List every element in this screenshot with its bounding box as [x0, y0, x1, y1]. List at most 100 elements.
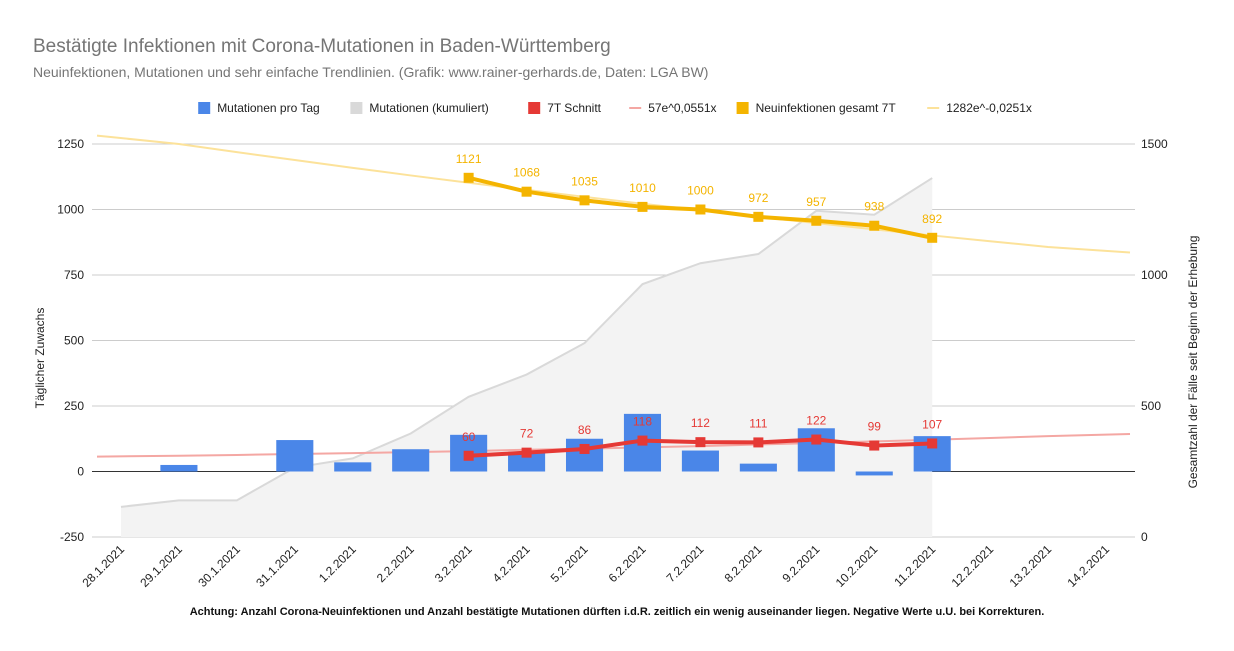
legend-swatch [198, 102, 211, 114]
y-left-tick-label: 0 [77, 465, 84, 479]
x-tick-label: 8.2.2021 [722, 542, 765, 585]
series-line-neuinfektionen-gesamt-7t-data-label: 1121 [456, 152, 482, 166]
series-line-neuinfektionen-gesamt-7t-data-label: 1035 [571, 174, 598, 188]
legend-swatch [528, 102, 541, 114]
x-tick-label: 31.1.2021 [253, 542, 301, 590]
series-line-neuinfektionen-gesamt-7t-point [695, 204, 706, 215]
series-line-neuinfektionen-gesamt-7t-point [811, 215, 822, 226]
legend-label: 1282e^-0,0251x [946, 101, 1032, 115]
bar-31.1.2021 [276, 440, 314, 472]
series-line-7t-schnitt-data-label: 122 [806, 414, 826, 428]
x-tick-label: 7.2.2021 [664, 542, 707, 585]
y-left-axis-title: Täglicher Zuwachs [33, 308, 47, 409]
legend-item-57e-0-0551x[interactable]: 57e^0,0551x [629, 101, 717, 115]
series-line-neuinfektionen-gesamt-7t-data-label: 1000 [687, 184, 714, 198]
x-tick-label: 4.2.2021 [490, 542, 533, 585]
legend-item-mutationen-kumuliert[interactable]: Mutationen (kumuliert) [350, 101, 489, 115]
x-tick-label: 1.2.2021 [316, 542, 359, 585]
series-line-neuinfektionen-gesamt-7t-point [927, 232, 938, 243]
series-line-7t-schnitt-data-label: 60 [462, 430, 476, 444]
y-left-tick-label: 1250 [57, 137, 84, 151]
bar-layer [160, 413, 951, 476]
series-line-7t-schnitt-data-label: 112 [691, 416, 710, 430]
bar-2.2.2021 [392, 449, 430, 472]
y-right-axis-title: Gesamtzahl der Fälle seit Beginn der Erh… [1186, 236, 1200, 489]
series-line-7t-schnitt-point [637, 435, 648, 446]
series-line-neuinfektionen-gesamt-7t-data-label: 1010 [629, 181, 656, 195]
x-tick-label: 29.1.2021 [137, 542, 185, 590]
series-line-neuinfektionen-gesamt-7t-data-label: 957 [806, 195, 826, 209]
series-line-neuinfektionen-gesamt-7t-point [753, 211, 764, 222]
x-tick-label: 10.2.2021 [833, 542, 881, 590]
x-tick-label: 2.2.2021 [374, 542, 417, 585]
footnote: Achtung: Anzahl Corona-Neuinfektionen un… [190, 606, 1045, 618]
x-tick-label: 9.2.2021 [779, 542, 822, 585]
series-line-neuinfektionen-gesamt-7t-point [463, 172, 474, 183]
x-tick-label: 30.1.2021 [195, 542, 243, 590]
series-line-7t-schnitt-point [579, 443, 590, 454]
series-line-neuinfektionen-gesamt-7t-data-label: 938 [864, 200, 884, 214]
series-line-7t-schnitt-point [463, 450, 474, 461]
bar-4.2.2021 [508, 451, 546, 472]
y-right-tick-label: 1500 [1141, 137, 1168, 151]
area-layer [120, 177, 933, 537]
series-line-7t-schnitt-data-label: 99 [868, 420, 882, 434]
series-line-7t-schnitt-data-label: 107 [922, 417, 942, 431]
bar-29.1.2021 [160, 464, 198, 472]
legend-label: Mutationen pro Tag [217, 101, 320, 115]
bar-1.2.2021 [334, 462, 372, 472]
series-area-mutationen-kumuliert-fill [120, 178, 933, 537]
y-left-tick-label: 750 [64, 268, 84, 282]
series-line-neuinfektionen-gesamt-7t-data-label: 1068 [513, 166, 540, 180]
line-layer [463, 172, 938, 461]
series-line-7t-schnitt-point [869, 440, 880, 451]
series-line-7t-schnitt-data-label: 118 [633, 415, 652, 429]
series-line-7t-schnitt-point [521, 447, 532, 458]
series-line-7t-schnitt-point [753, 437, 764, 448]
x-tick-label: 5.2.2021 [548, 542, 591, 585]
series-area-mutationen-kumuliert-line [120, 177, 933, 508]
y-left-tick-label: 250 [64, 399, 84, 413]
legend[interactable]: Mutationen pro Tag Mutationen (kumuliert)… [198, 101, 1032, 115]
bar-8.2.2021 [739, 463, 777, 472]
series-line-neuinfektionen-gesamt-7t-data-label: 892 [922, 212, 942, 226]
x-tick-label: 3.2.2021 [432, 542, 475, 585]
legend-label: 7T Schnitt [547, 101, 601, 115]
axis-left: -250 0 250 500 750 1000 1250 [57, 137, 84, 544]
x-tick-label: 13.2.2021 [1007, 542, 1055, 590]
series-line-neuinfektionen-gesamt-7t-point [869, 220, 880, 231]
legend-item-1282e-0-0251x[interactable]: 1282e^-0,0251x [927, 101, 1032, 115]
series-line-7t-schnitt-point [695, 437, 706, 448]
x-tick-label: 14.2.2021 [1064, 542, 1112, 590]
bar-10.2.2021 [855, 471, 893, 476]
legend-item-neuinfektionen-gesamt-7t[interactable]: Neuinfektionen gesamt 7T [736, 101, 897, 115]
y-right-tick-label: 0 [1141, 530, 1148, 544]
x-tick-label: 11.2.2021 [891, 542, 938, 589]
chart-title: Bestätigte Infektionen mit Corona-Mutati… [33, 36, 611, 57]
legend-item-7t-schnitt[interactable]: 7T Schnitt [528, 101, 602, 115]
y-left-tick-label: -250 [60, 530, 84, 544]
series-line-7t-schnitt-point [811, 434, 822, 445]
legend-label: Neuinfektionen gesamt 7T [756, 101, 897, 115]
bar-7.2.2021 [681, 450, 719, 472]
y-left-tick-label: 1000 [57, 203, 84, 217]
legend-swatch [736, 102, 749, 114]
legend-item-mutationen-pro-tag[interactable]: Mutationen pro Tag [198, 101, 320, 115]
series-line-neuinfektionen-gesamt-7t-point [521, 186, 532, 197]
axis-x: 28.1.2021 29.1.2021 30.1.2021 31.1.2021 1.2.… [79, 542, 1112, 590]
series-line-7t-schnitt-point [927, 438, 938, 449]
x-tick-label: 12.2.2021 [949, 542, 997, 590]
y-right-tick-label: 500 [1141, 399, 1161, 413]
chart-subtitle: Neuinfektionen, Mutationen und sehr einf… [33, 64, 708, 80]
series-line-neuinfektionen-gesamt-7t-data-label: 972 [748, 191, 768, 205]
y-left-tick-label: 500 [64, 334, 84, 348]
series-line-7t-schnitt-data-label: 86 [578, 423, 592, 437]
series-line-7t-schnitt-data-label: 72 [520, 427, 534, 441]
legend-label: Mutationen (kumuliert) [369, 101, 488, 115]
legend-label: 57e^0,0551x [648, 101, 716, 115]
series-line-neuinfektionen-gesamt-7t-point [637, 201, 648, 212]
bar-5.2.2021 [565, 438, 604, 472]
legend-swatch [350, 102, 363, 114]
axis-right: 0 500 1000 1500 [1141, 137, 1168, 544]
